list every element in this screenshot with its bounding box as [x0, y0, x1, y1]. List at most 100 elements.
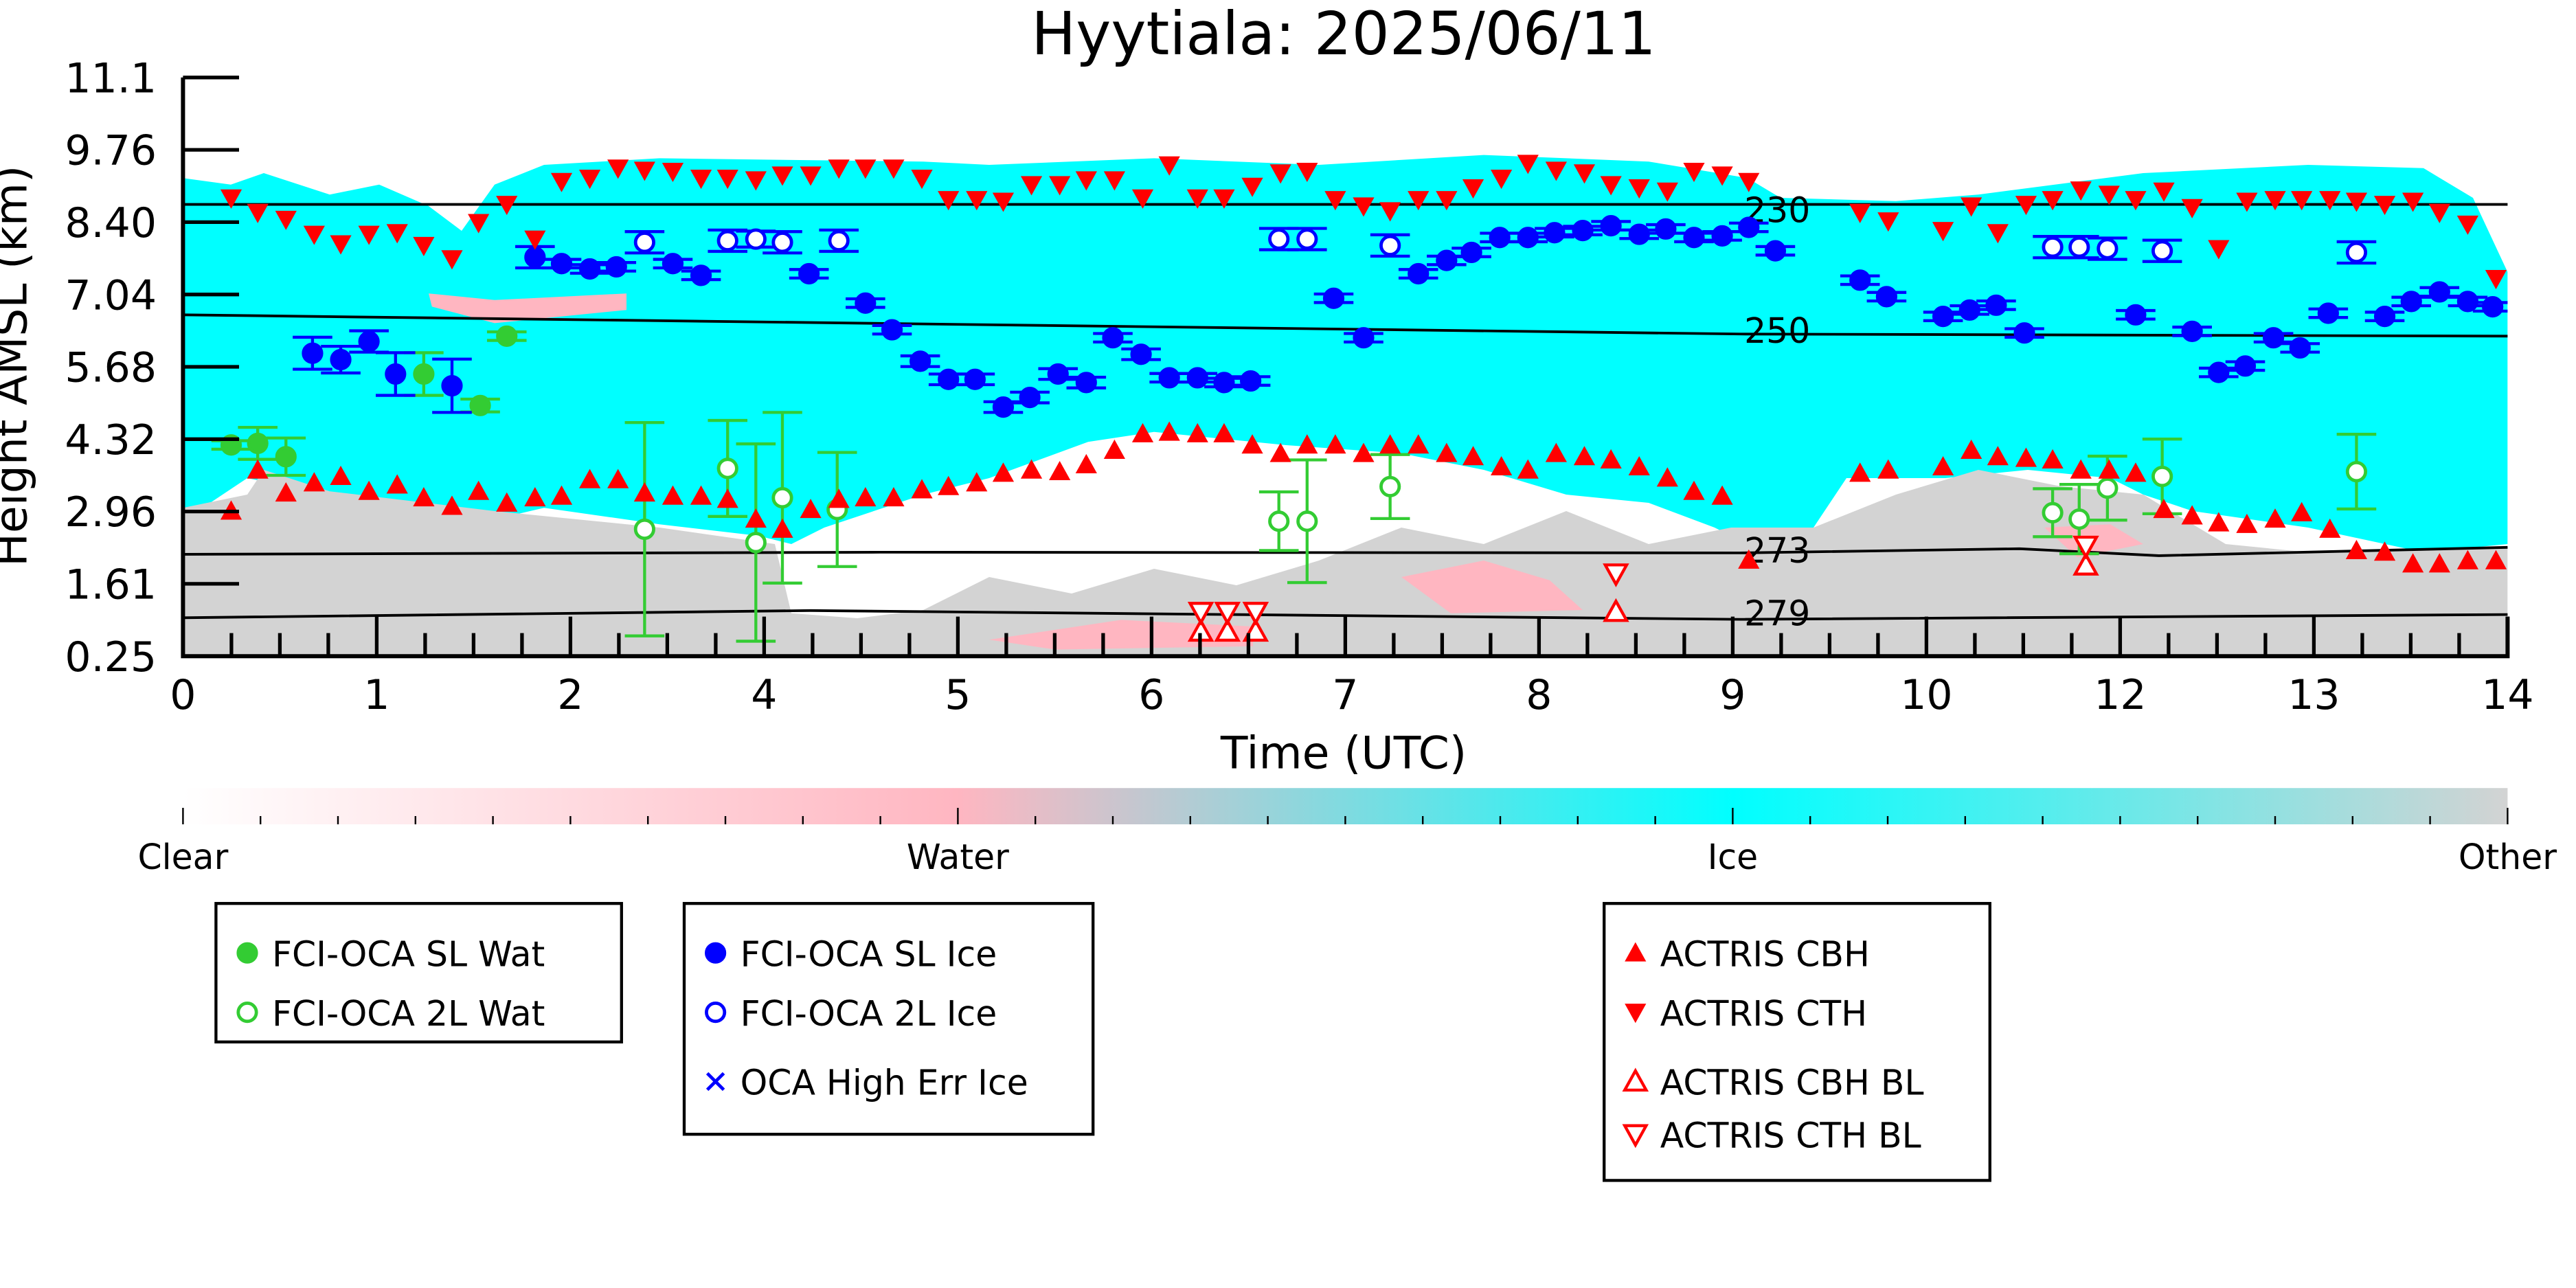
- x-tick-label: 9: [1719, 671, 1745, 719]
- data-point: [2151, 465, 2173, 488]
- data-point: [550, 172, 573, 192]
- data-point: [1020, 459, 1043, 479]
- data-point: [2098, 459, 2120, 479]
- data-point: [1683, 480, 1705, 500]
- data-point: [275, 446, 297, 468]
- data-point: [1240, 370, 1262, 392]
- data-marks: [211, 155, 2508, 643]
- data-point: [275, 210, 297, 230]
- data-point: [1268, 228, 1290, 250]
- legend-box-2: FCI-OCA SL Ice FCI-OCA 2L Ice OCA High Err…: [682, 902, 1095, 1136]
- data-point: [1353, 442, 1375, 462]
- data-point: [2042, 501, 2064, 523]
- data-point: [1711, 225, 1733, 247]
- data-point: [2125, 462, 2147, 482]
- data-point: [1517, 227, 1539, 249]
- data-point: [1213, 189, 1235, 209]
- data-point: [1603, 598, 1629, 622]
- data-point: [1408, 191, 1430, 211]
- data-point: [883, 487, 905, 507]
- data-point: [1242, 602, 1269, 626]
- data-point: [2015, 196, 2037, 216]
- data-point: [441, 250, 463, 270]
- data-point: [2153, 499, 2175, 519]
- y-tick-label: 0.25: [65, 633, 157, 681]
- data-point: [1214, 602, 1241, 626]
- data-point: [579, 170, 601, 190]
- data-point: [2072, 535, 2099, 560]
- series-actris-cbh: [220, 421, 2507, 573]
- data-point: [2482, 296, 2504, 318]
- data-point: [745, 228, 767, 250]
- data-point: [1545, 442, 1567, 462]
- data-point: [2319, 191, 2341, 211]
- data-point: [1711, 485, 1733, 505]
- data-point: [662, 162, 684, 183]
- data-point: [1049, 176, 1071, 196]
- legend-entry: FCI-OCA SL Ice: [741, 934, 997, 974]
- data-point: [2153, 182, 2175, 202]
- data-point: [2042, 191, 2064, 211]
- data-point: [1462, 446, 1484, 466]
- data-point: [496, 325, 518, 347]
- legend-marker: [236, 942, 258, 964]
- data-point: [330, 235, 352, 255]
- data-point: [302, 342, 324, 364]
- data-point: [2181, 199, 2203, 218]
- data-point: [2319, 518, 2341, 538]
- contour-line-279: [183, 609, 2508, 621]
- data-point: [1877, 459, 1899, 479]
- colorbar-label-clear: Clear: [138, 837, 229, 877]
- data-point: [1103, 439, 1126, 459]
- data-point: [2236, 513, 2258, 533]
- x-tick-label: 14: [2481, 671, 2533, 719]
- data-point: [1491, 170, 1513, 190]
- data-point: [771, 518, 793, 538]
- data-point: [1186, 367, 1208, 389]
- data-point: [633, 518, 655, 541]
- data-point: [690, 264, 712, 286]
- series-actris-cth: [220, 155, 2507, 290]
- data-point: [1324, 434, 1346, 454]
- data-point: [1241, 434, 1263, 454]
- legend-box-1: FCI-OCA SL Wat FCI-OCA 2L Wat: [214, 902, 623, 1043]
- data-point: [2373, 196, 2396, 216]
- y-tick-label: 2.96: [65, 488, 157, 536]
- data-point: [386, 224, 408, 244]
- data-point: [2485, 550, 2507, 569]
- data-point: [1628, 455, 1650, 476]
- data-point: [1130, 343, 1152, 365]
- data-point: [1656, 182, 1678, 202]
- data-point: [1296, 228, 1318, 250]
- data-point: [2402, 553, 2424, 573]
- data-point: [2125, 191, 2147, 211]
- water-region: [429, 293, 626, 324]
- legend-entry: FCI-OCA SL Wat: [272, 934, 545, 974]
- data-point: [2402, 192, 2424, 212]
- data-point: [1961, 439, 1982, 459]
- data-point: [1020, 176, 1043, 196]
- data-point: [607, 159, 629, 179]
- data-point: [2345, 192, 2368, 212]
- data-point: [358, 330, 380, 352]
- legend-frame: [214, 902, 623, 1043]
- data-point: [579, 468, 601, 488]
- data-point: [1987, 446, 2009, 466]
- data-point: [358, 480, 380, 500]
- data-point: [524, 246, 546, 269]
- data-point: [716, 457, 738, 479]
- data-point: [1075, 372, 1097, 394]
- data-point: [1460, 241, 1482, 264]
- data-point: [1573, 446, 1596, 466]
- data-point: [1213, 422, 1235, 442]
- data-point: [1353, 197, 1375, 217]
- data-point: [386, 474, 408, 494]
- data-point: [828, 229, 850, 251]
- contour-label-250: 250: [1744, 310, 1810, 351]
- data-point: [275, 482, 297, 502]
- data-point: [468, 480, 490, 500]
- data-point: [413, 487, 435, 507]
- colorbar-label-water: Water: [907, 837, 1009, 877]
- data-point: [1103, 171, 1126, 191]
